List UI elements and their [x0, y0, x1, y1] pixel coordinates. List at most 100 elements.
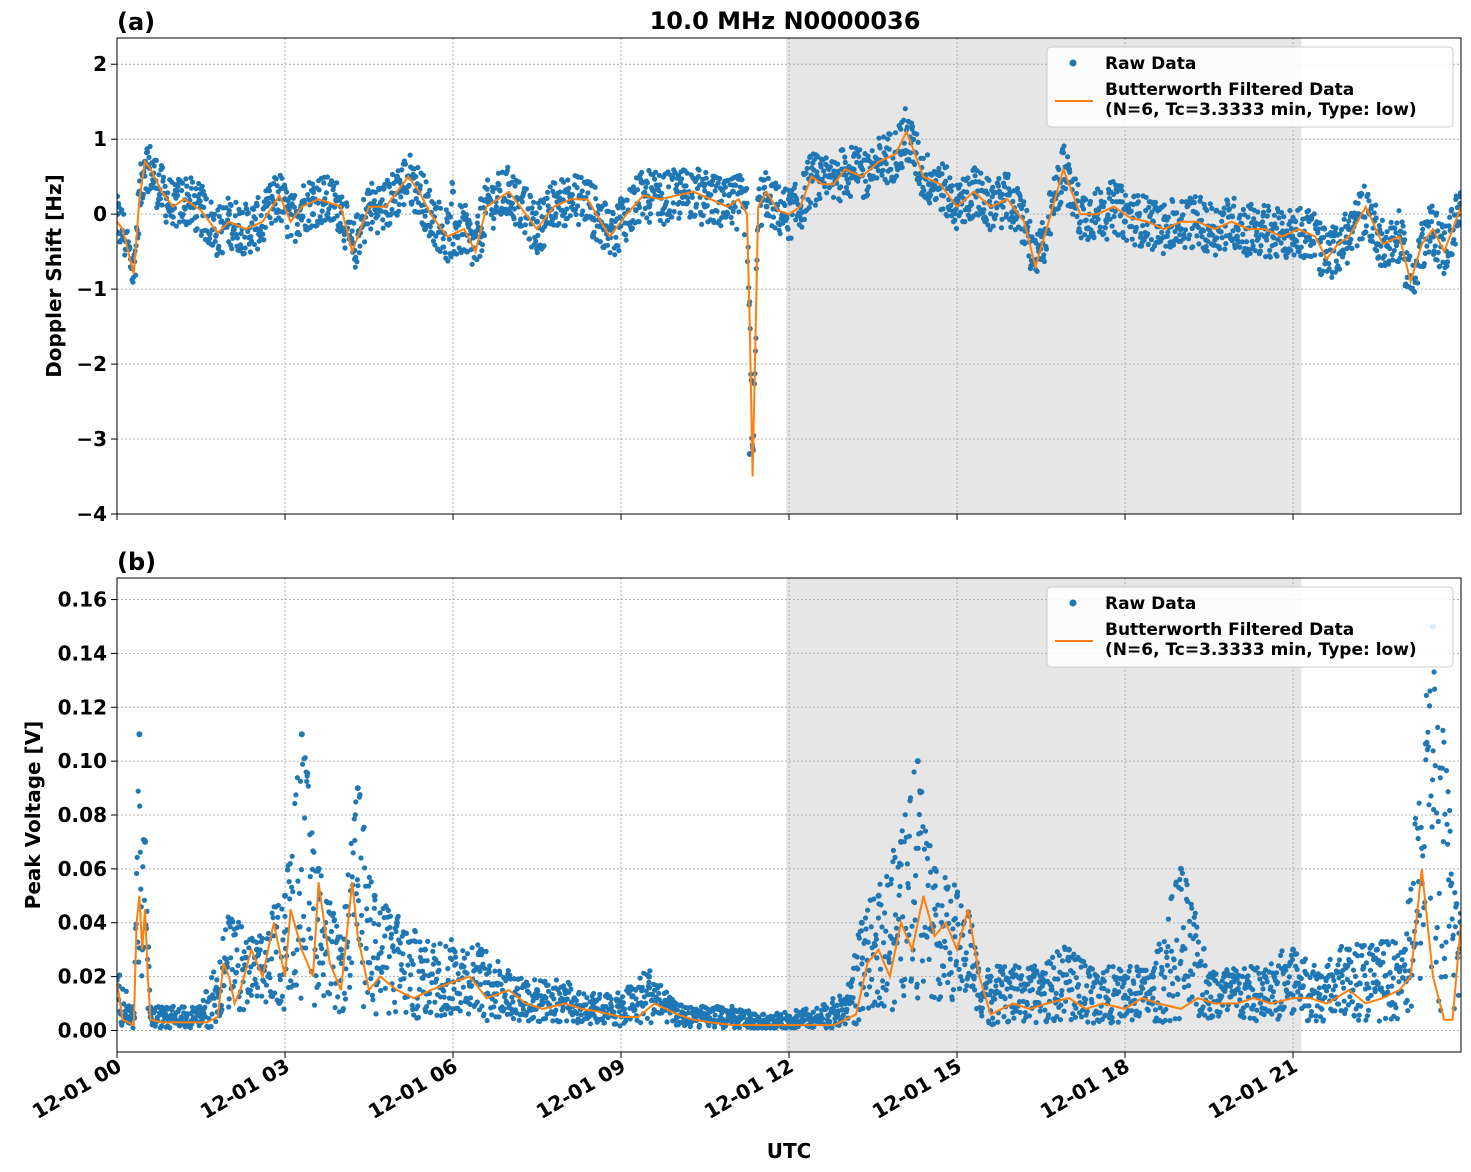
- raw-data-point: [1001, 1014, 1007, 1020]
- raw-data-point: [643, 1000, 649, 1006]
- raw-data-point: [818, 164, 824, 170]
- raw-data-point: [904, 861, 911, 867]
- raw-data-point: [1265, 203, 1271, 209]
- raw-data-point: [1118, 968, 1124, 974]
- raw-data-point: [854, 954, 860, 960]
- raw-data-point: [397, 983, 403, 989]
- raw-data-point: [255, 984, 261, 991]
- raw-data-point: [858, 928, 865, 934]
- raw-data-point: [1337, 231, 1343, 237]
- raw-data-point: [1305, 208, 1312, 214]
- raw-data-point: [581, 991, 587, 997]
- raw-data-point: [948, 188, 954, 194]
- raw-data-point: [1128, 990, 1134, 997]
- raw-data-point: [804, 165, 810, 172]
- raw-data-point: [378, 949, 384, 956]
- raw-data-point: [1281, 214, 1287, 220]
- raw-data-point: [1197, 198, 1203, 204]
- raw-data-point: [379, 969, 385, 975]
- raw-data-point: [1264, 979, 1270, 985]
- raw-data-point: [310, 906, 316, 912]
- raw-data-point: [496, 182, 502, 188]
- raw-data-point: [1021, 199, 1027, 205]
- raw-data-point: [1097, 1010, 1103, 1016]
- raw-data-point: [899, 164, 905, 170]
- raw-data-point: [853, 145, 859, 151]
- raw-data-point: [433, 976, 440, 983]
- raw-data-point: [567, 213, 573, 219]
- raw-data-point: [353, 891, 359, 897]
- raw-data-point: [1311, 211, 1317, 217]
- raw-data-point: [872, 942, 878, 949]
- raw-data-point: [666, 184, 672, 190]
- raw-data-point: [669, 214, 675, 220]
- raw-data-point: [844, 176, 850, 182]
- raw-data-point: [978, 997, 984, 1003]
- raw-data-point: [304, 778, 310, 785]
- raw-data-point: [941, 972, 947, 978]
- raw-data-point: [282, 913, 288, 919]
- raw-data-point: [1152, 199, 1159, 205]
- raw-data-point: [152, 1023, 158, 1029]
- raw-data-point: [184, 183, 190, 189]
- raw-data-point: [1431, 248, 1437, 254]
- raw-data-point: [1190, 971, 1196, 977]
- raw-data-point: [427, 187, 433, 193]
- raw-data-point: [1237, 244, 1243, 250]
- raw-data-point: [1036, 979, 1042, 985]
- raw-data-point: [940, 206, 946, 212]
- raw-data-point: [183, 176, 189, 182]
- raw-data-point: [319, 946, 325, 952]
- raw-data-point: [1434, 257, 1440, 263]
- raw-data-point: [1235, 985, 1241, 992]
- raw-data-point: [173, 223, 179, 229]
- raw-data-point: [1172, 228, 1178, 235]
- raw-data-point: [1124, 237, 1130, 243]
- raw-data-point: [1320, 235, 1327, 241]
- raw-data-point: [1111, 213, 1117, 220]
- raw-data-point: [994, 205, 1000, 211]
- raw-data-point: [872, 999, 878, 1005]
- raw-data-point: [522, 222, 529, 228]
- raw-data-point: [1285, 980, 1291, 986]
- raw-data-point: [254, 226, 260, 233]
- raw-data-point: [476, 1007, 482, 1013]
- raw-data-point: [855, 178, 861, 184]
- raw-data-point: [266, 971, 272, 977]
- raw-data-point: [939, 171, 945, 177]
- raw-data-point: [811, 157, 817, 163]
- y-tick-label: −2: [76, 352, 107, 376]
- raw-data-point: [1396, 208, 1402, 214]
- raw-data-point: [648, 1020, 654, 1026]
- raw-data-point: [874, 955, 880, 961]
- raw-data-point: [266, 188, 273, 194]
- raw-data-point: [365, 221, 371, 227]
- raw-data-point: [810, 1009, 816, 1015]
- raw-data-point: [234, 235, 240, 241]
- raw-data-point: [1219, 235, 1225, 241]
- raw-data-point: [1317, 220, 1323, 226]
- raw-data-point: [829, 1025, 835, 1031]
- raw-data-point: [1075, 182, 1081, 188]
- raw-data-point: [1451, 237, 1457, 243]
- raw-data-point: [1198, 217, 1205, 223]
- raw-data-point: [135, 788, 141, 794]
- raw-data-point: [553, 1007, 559, 1013]
- raw-data-point: [481, 232, 488, 239]
- raw-data-point: [236, 206, 242, 213]
- raw-data-point: [1017, 1009, 1023, 1016]
- raw-data-point: [277, 977, 283, 983]
- raw-data-point: [437, 248, 443, 254]
- raw-data-point: [900, 914, 906, 920]
- raw-data-point: [1341, 250, 1347, 256]
- raw-data-point: [184, 1011, 190, 1017]
- raw-data-point: [1369, 203, 1375, 209]
- raw-data-point: [463, 995, 469, 1002]
- raw-data-point: [328, 981, 334, 987]
- raw-data-point: [362, 865, 368, 871]
- raw-data-point: [137, 849, 143, 855]
- raw-data-point: [1245, 214, 1251, 220]
- raw-data-point: [1182, 244, 1188, 251]
- raw-data-point: [296, 890, 303, 897]
- raw-data-point: [464, 951, 471, 957]
